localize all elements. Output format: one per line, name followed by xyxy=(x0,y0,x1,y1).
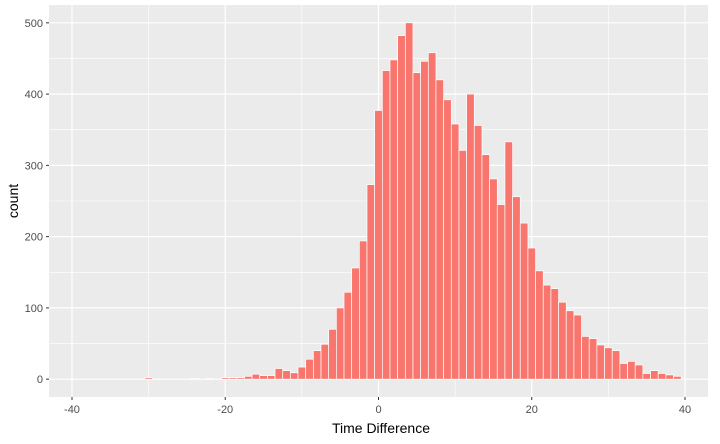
histogram-bar xyxy=(550,288,559,380)
histogram-bar xyxy=(573,314,582,380)
histogram-bar xyxy=(374,110,383,380)
y-tick-label: 400 xyxy=(25,89,43,101)
histogram-bar xyxy=(412,72,421,380)
y-axis-ticks: 0 100 200 300 400 500 xyxy=(25,18,49,386)
histogram-bar xyxy=(420,60,429,380)
histogram-bar xyxy=(251,373,261,380)
x-tick-label: 40 xyxy=(679,404,691,416)
histogram-bar xyxy=(443,99,452,380)
histogram-bar xyxy=(519,222,529,380)
histogram-bar xyxy=(267,375,276,380)
y-tick-label: 300 xyxy=(25,160,43,172)
histogram-bar xyxy=(596,344,605,380)
histogram-bar xyxy=(588,338,598,380)
histogram-bar xyxy=(282,370,291,380)
histogram-bar xyxy=(328,328,337,380)
histogram-bar xyxy=(351,267,360,380)
histogram-bar xyxy=(527,247,536,380)
histogram-bar xyxy=(404,22,414,380)
histogram-bar xyxy=(673,375,682,380)
histogram-bar xyxy=(343,291,353,380)
histogram-bar xyxy=(427,52,437,380)
histogram-bar xyxy=(259,375,268,380)
x-tick-label: 20 xyxy=(526,404,538,416)
histogram-bar xyxy=(305,358,314,380)
histogram-bar xyxy=(205,378,215,380)
histogram-bar xyxy=(336,307,345,380)
histogram-bar xyxy=(397,35,406,380)
histogram-bar xyxy=(650,370,659,380)
histogram-bar xyxy=(236,377,245,380)
histogram-bar xyxy=(466,93,475,380)
histogram-bar xyxy=(581,336,590,380)
histogram-bar xyxy=(619,363,628,380)
histogram-bar xyxy=(634,364,644,380)
histogram-bar xyxy=(473,125,483,380)
histogram-bar xyxy=(657,373,667,380)
histogram-bar xyxy=(358,240,368,380)
histogram-bar xyxy=(535,270,544,380)
histogram-bar xyxy=(558,301,567,380)
histogram-bar xyxy=(313,350,322,380)
histogram-bar xyxy=(512,196,521,380)
y-axis-title: count xyxy=(5,184,21,218)
x-tick-label: -20 xyxy=(217,404,233,416)
histogram-bar xyxy=(542,284,552,380)
x-tick-label: 0 xyxy=(375,404,381,416)
histogram-bar xyxy=(366,184,376,380)
y-tick-label: 200 xyxy=(25,232,43,244)
histogram-bar xyxy=(489,178,498,380)
histogram-bar xyxy=(458,150,467,380)
histogram-bar xyxy=(221,377,230,380)
histogram-bar xyxy=(435,79,444,380)
y-tick-label: 100 xyxy=(25,303,43,315)
y-tick-label: 0 xyxy=(37,374,43,386)
histogram-bar xyxy=(389,59,399,380)
histogram-bar xyxy=(228,377,238,380)
x-tick-label: -40 xyxy=(64,404,80,416)
histogram-bar xyxy=(496,204,506,380)
y-tick-label: 500 xyxy=(25,18,43,30)
histogram-bar xyxy=(611,350,621,380)
histogram-bar xyxy=(190,378,199,380)
histogram-bar xyxy=(290,372,299,380)
histogram-bar xyxy=(381,70,391,380)
histogram-bar xyxy=(481,154,490,380)
histogram-bar xyxy=(274,368,284,380)
histogram-bar xyxy=(642,373,651,380)
histogram-bar xyxy=(604,347,613,380)
histogram-bar xyxy=(144,377,153,380)
histogram-bar xyxy=(565,310,575,380)
histogram-bar xyxy=(297,366,307,380)
histogram-bar xyxy=(665,374,674,380)
x-axis-title: Time Difference xyxy=(332,420,430,436)
histogram-bar xyxy=(450,123,460,380)
histogram-bar xyxy=(320,343,330,380)
x-axis-ticks: -40 -20 0 20 40 xyxy=(64,397,691,416)
histogram-bar xyxy=(627,361,636,380)
histogram-bar xyxy=(244,375,253,380)
bars xyxy=(144,22,682,380)
histogram-bar xyxy=(504,141,513,380)
